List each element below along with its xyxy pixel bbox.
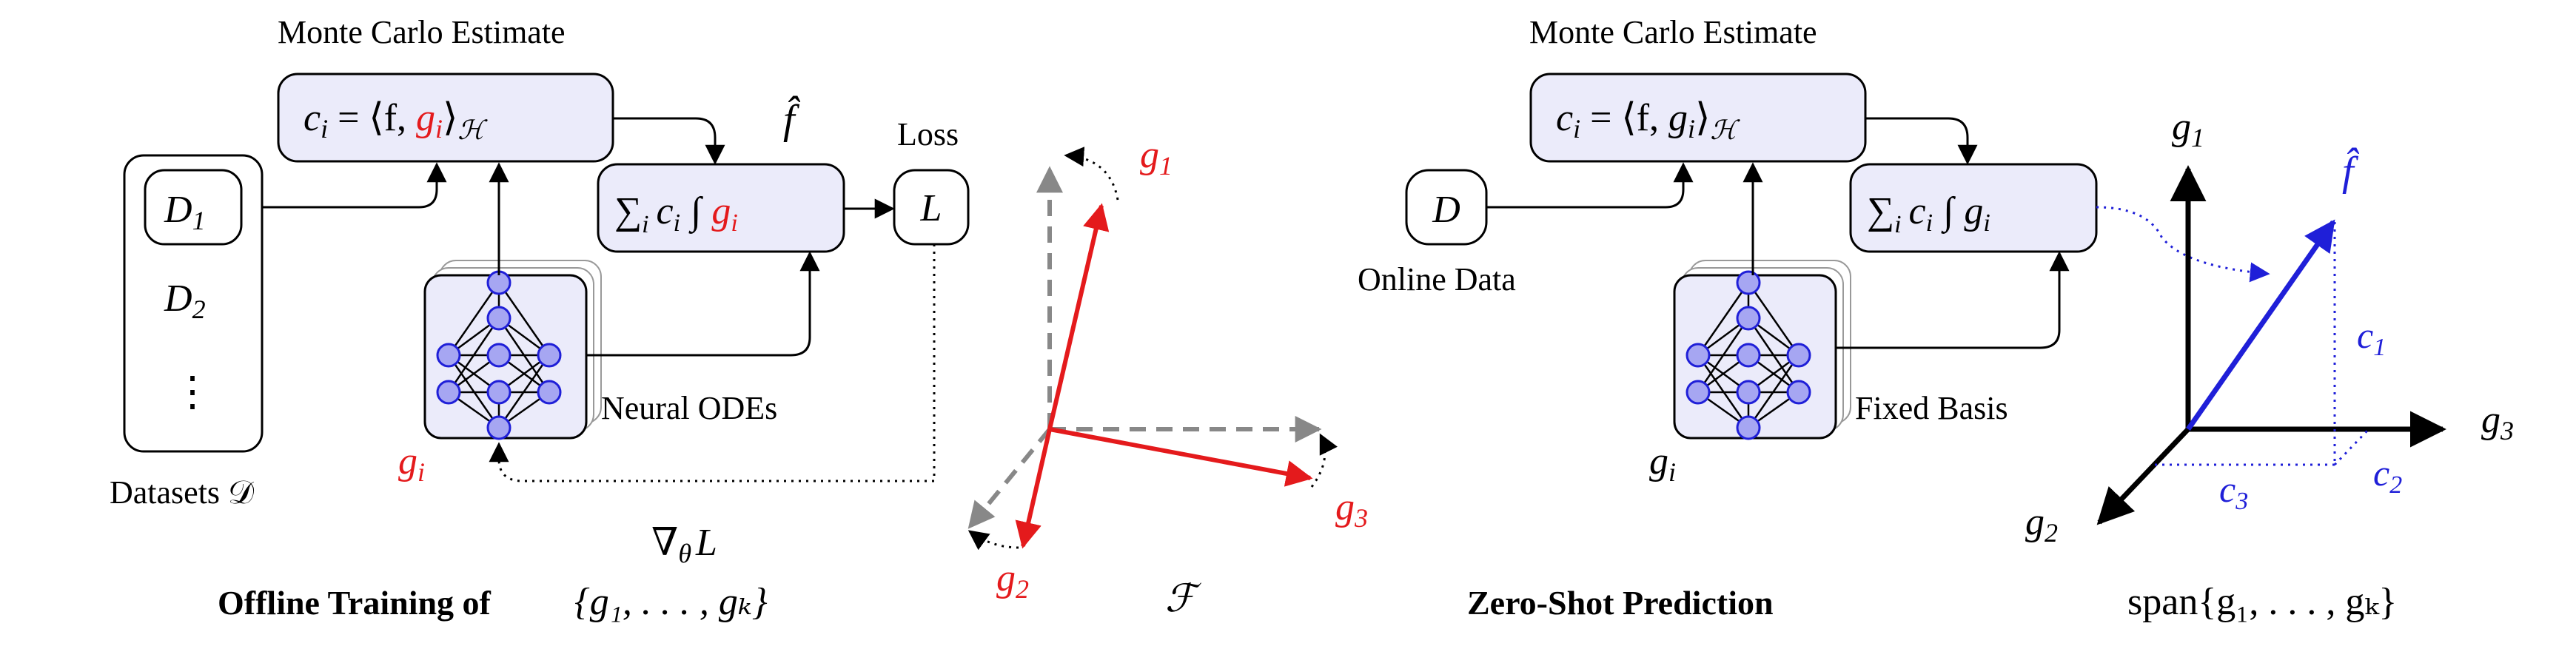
dataset-d1: D1 bbox=[164, 189, 206, 235]
caption-offline: Offline Training of bbox=[218, 584, 492, 622]
datasets-label: Datasets 𝒟 bbox=[110, 474, 255, 511]
g3-label-left: g3 bbox=[1335, 486, 1368, 533]
g2-label-left: g2 bbox=[996, 557, 1029, 604]
monte-carlo-label-right: Monte Carlo Estimate bbox=[1529, 14, 1817, 50]
fhat-label-left: f̂ bbox=[783, 95, 800, 143]
fhat-label-right: f̂ bbox=[2342, 147, 2359, 195]
coef-box-left: ci = ⟨f, gi⟩ℋ bbox=[277, 73, 614, 163]
loss-label: Loss bbox=[897, 116, 959, 152]
g3-vector bbox=[1049, 427, 1313, 487]
svg-text:D: D bbox=[1432, 189, 1460, 231]
caption-offline-set: {g₁, . . . , gₖ} bbox=[574, 581, 768, 623]
sum-box-right: ∑i ci ∫ gi bbox=[1849, 163, 2098, 253]
monte-carlo-label-left: Monte Carlo Estimate bbox=[278, 14, 566, 50]
coef-box-right: ci = ⟨f, gi⟩ℋ bbox=[1529, 73, 1867, 163]
caption-span-set: span{g₁, . . . , gₖ} bbox=[2127, 581, 2397, 623]
neural-odes-label: Neural ODEs bbox=[601, 390, 777, 426]
neural-network-stack-left bbox=[423, 260, 602, 440]
projection-dotted-path bbox=[2096, 206, 2270, 283]
c3-label: c3 bbox=[2219, 468, 2248, 515]
c2-label: c2 bbox=[2373, 452, 2402, 499]
g1-label-left: g1 bbox=[1140, 134, 1173, 181]
gradient-label: ∇θ L bbox=[651, 522, 717, 568]
c1-label: c1 bbox=[2357, 314, 2386, 361]
g1-label-right: g1 bbox=[2172, 106, 2204, 152]
flow-arrows-left bbox=[262, 117, 895, 357]
caption-zero-shot: Zero-Shot Prediction bbox=[1467, 584, 1774, 622]
svg-text:∑ici∫gi: ∑i ci ∫ gi bbox=[614, 190, 738, 238]
svg-text:ci = ⟨f, gi⟩ℋ: ci = ⟨f, gi⟩ℋ bbox=[303, 97, 488, 145]
gi-label-left: gi bbox=[398, 440, 425, 487]
g2-vector bbox=[1015, 428, 1052, 549]
online-data-label: Online Data bbox=[1358, 261, 1516, 297]
online-data-node: D bbox=[1405, 169, 1488, 246]
g1-vector bbox=[1047, 203, 1110, 430]
flow-arrows-right bbox=[1486, 117, 2070, 349]
g2-label-right: g2 bbox=[2025, 501, 2058, 548]
svg-text:L: L bbox=[920, 187, 942, 229]
gi-label-right: gi bbox=[1649, 440, 1676, 487]
datasets-container: D1 D2 ⋮ bbox=[123, 154, 264, 453]
fixed-basis-label: Fixed Basis bbox=[1855, 390, 2008, 426]
dataset-ellipsis: ⋮ bbox=[172, 369, 213, 415]
g3-label-right: g3 bbox=[2481, 399, 2514, 445]
dataset-d2: D2 bbox=[164, 278, 206, 324]
function-space-axes: g1 g2 g3 ℱ bbox=[967, 134, 1368, 620]
svg-text:∑ici∫gi: ∑i ci ∫ gi bbox=[1867, 190, 1990, 238]
span-axes: g1 g2 g3 f̂ c1 c2 c3 bbox=[2025, 106, 2514, 548]
loss-node: L bbox=[893, 169, 970, 246]
svg-text:ci = ⟨f, gi⟩ℋ: ci = ⟨f, gi⟩ℋ bbox=[1556, 97, 1740, 145]
function-space-label: ℱ bbox=[1165, 578, 1201, 620]
fhat-vector bbox=[2186, 219, 2335, 431]
sum-box-left: ∑i ci ∫ gi bbox=[597, 163, 845, 253]
neural-network-stack-right bbox=[1673, 260, 1851, 440]
